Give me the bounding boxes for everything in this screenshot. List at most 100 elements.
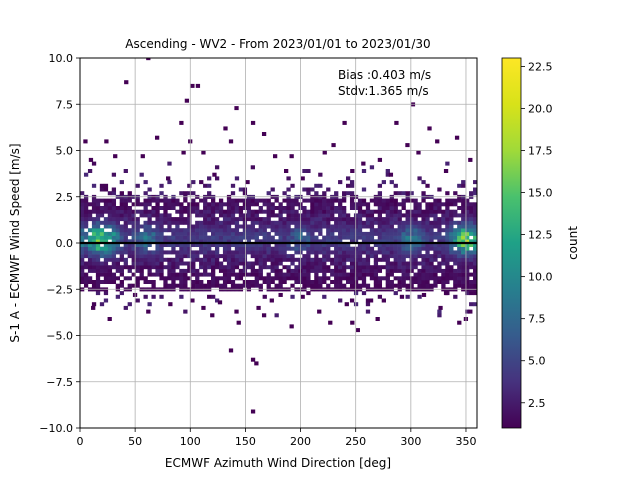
heatmap-cell [258, 228, 263, 233]
heatmap-cell [357, 206, 363, 210]
heatmap-cell [334, 268, 339, 273]
heatmap-cell [131, 239, 136, 244]
heatmap-cell [457, 198, 462, 203]
heatmap-cell [207, 257, 212, 262]
heatmap-cell [429, 202, 434, 207]
heatmap-cell [421, 246, 426, 251]
heatmap-cell [119, 228, 124, 233]
heatmap-outlier-cell [250, 409, 256, 414]
heatmap-cell [262, 228, 267, 233]
heatmap-outlier-cell [195, 83, 201, 88]
heatmap-cell [397, 280, 402, 284]
heatmap-cell [135, 202, 140, 207]
heatmap-cell [429, 276, 434, 281]
heatmap-cell [357, 268, 363, 273]
heatmap-cell [473, 265, 477, 270]
heatmap-cell [159, 250, 164, 255]
heatmap-cell [421, 265, 426, 270]
heatmap-cell [254, 209, 259, 214]
heatmap-cell [127, 243, 132, 247]
heatmap-cell [131, 231, 136, 236]
heatmap-cell [405, 272, 410, 277]
heatmap-cell [385, 283, 390, 288]
heatmap-cell [238, 239, 244, 244]
heatmap-cell [270, 239, 275, 244]
heatmap-cell [393, 198, 398, 203]
heatmap-cell [218, 198, 224, 203]
heatmap-cell [461, 246, 466, 251]
heatmap-cell [87, 246, 93, 251]
heatmap-cell [365, 213, 371, 218]
heatmap-cell [330, 209, 335, 214]
heatmap-cell [183, 228, 188, 233]
heatmap-cell [211, 283, 216, 288]
heatmap-cell [171, 228, 176, 233]
heatmap-cell [211, 261, 216, 266]
heatmap-cell [282, 228, 287, 233]
heatmap-cell [218, 276, 224, 281]
heatmap-cell [393, 206, 398, 210]
heatmap-cell [453, 243, 458, 247]
heatmap-cell [338, 224, 343, 229]
heatmap-cell [103, 257, 109, 262]
heatmap-cell [417, 231, 422, 236]
heatmap-cell [103, 243, 109, 247]
heatmap-cell [469, 272, 474, 277]
heatmap-cell [441, 228, 446, 233]
heatmap-cell [143, 224, 148, 229]
heatmap-cell [417, 254, 422, 259]
heatmap-cell [349, 261, 355, 266]
heatmap-cell [314, 224, 319, 229]
heatmap-cell [99, 228, 105, 233]
heatmap-cell [187, 268, 192, 273]
heatmap-cell [179, 272, 184, 277]
heatmap-cell [238, 254, 244, 259]
heatmap-cell [425, 183, 430, 188]
heatmap-cell [159, 217, 164, 222]
heatmap-cell [385, 228, 390, 233]
heatmap-cell [322, 206, 327, 210]
heatmap-cell [461, 206, 466, 210]
heatmap-cell [365, 302, 371, 307]
heatmap-cell [453, 231, 458, 236]
heatmap-cell [250, 246, 255, 251]
heatmap-cell [433, 209, 438, 214]
heatmap-cell [286, 276, 291, 281]
heatmap-cell [334, 206, 339, 210]
heatmap-cell [393, 220, 398, 225]
heatmap-cell [199, 209, 204, 214]
heatmap-cell [187, 228, 192, 233]
heatmap-cell [238, 257, 244, 262]
heatmap-cell [131, 209, 136, 214]
heatmap-cell [389, 280, 394, 284]
heatmap-cell [345, 280, 351, 284]
heatmap-cell [211, 276, 216, 281]
heatmap-cell [119, 206, 124, 210]
heatmap-cell [306, 280, 311, 284]
heatmap-cell [270, 276, 275, 281]
heatmap-cell [425, 231, 430, 236]
heatmap-cell [445, 280, 450, 284]
heatmap-cell [191, 224, 196, 229]
heatmap-cell [246, 206, 252, 210]
heatmap-cell [250, 243, 255, 247]
heatmap-cell [246, 283, 252, 288]
heatmap-cell [99, 268, 105, 273]
heatmap-cell [103, 183, 109, 188]
heatmap-cell [91, 283, 97, 288]
heatmap-cell [147, 261, 152, 266]
heatmap-cell [214, 280, 220, 284]
heatmap-cell [274, 220, 279, 225]
heatmap-cell [278, 228, 283, 233]
heatmap-cell [421, 209, 426, 214]
heatmap-cell [250, 202, 255, 207]
heatmap-cell [461, 209, 466, 214]
heatmap-cell [465, 257, 470, 262]
heatmap-cell [314, 243, 319, 247]
heatmap-cell [425, 265, 430, 270]
heatmap-cell [250, 268, 255, 273]
heatmap-cell [349, 217, 355, 222]
heatmap-cell [361, 250, 367, 255]
heatmap-cell [445, 272, 450, 277]
heatmap-cell [326, 231, 331, 236]
